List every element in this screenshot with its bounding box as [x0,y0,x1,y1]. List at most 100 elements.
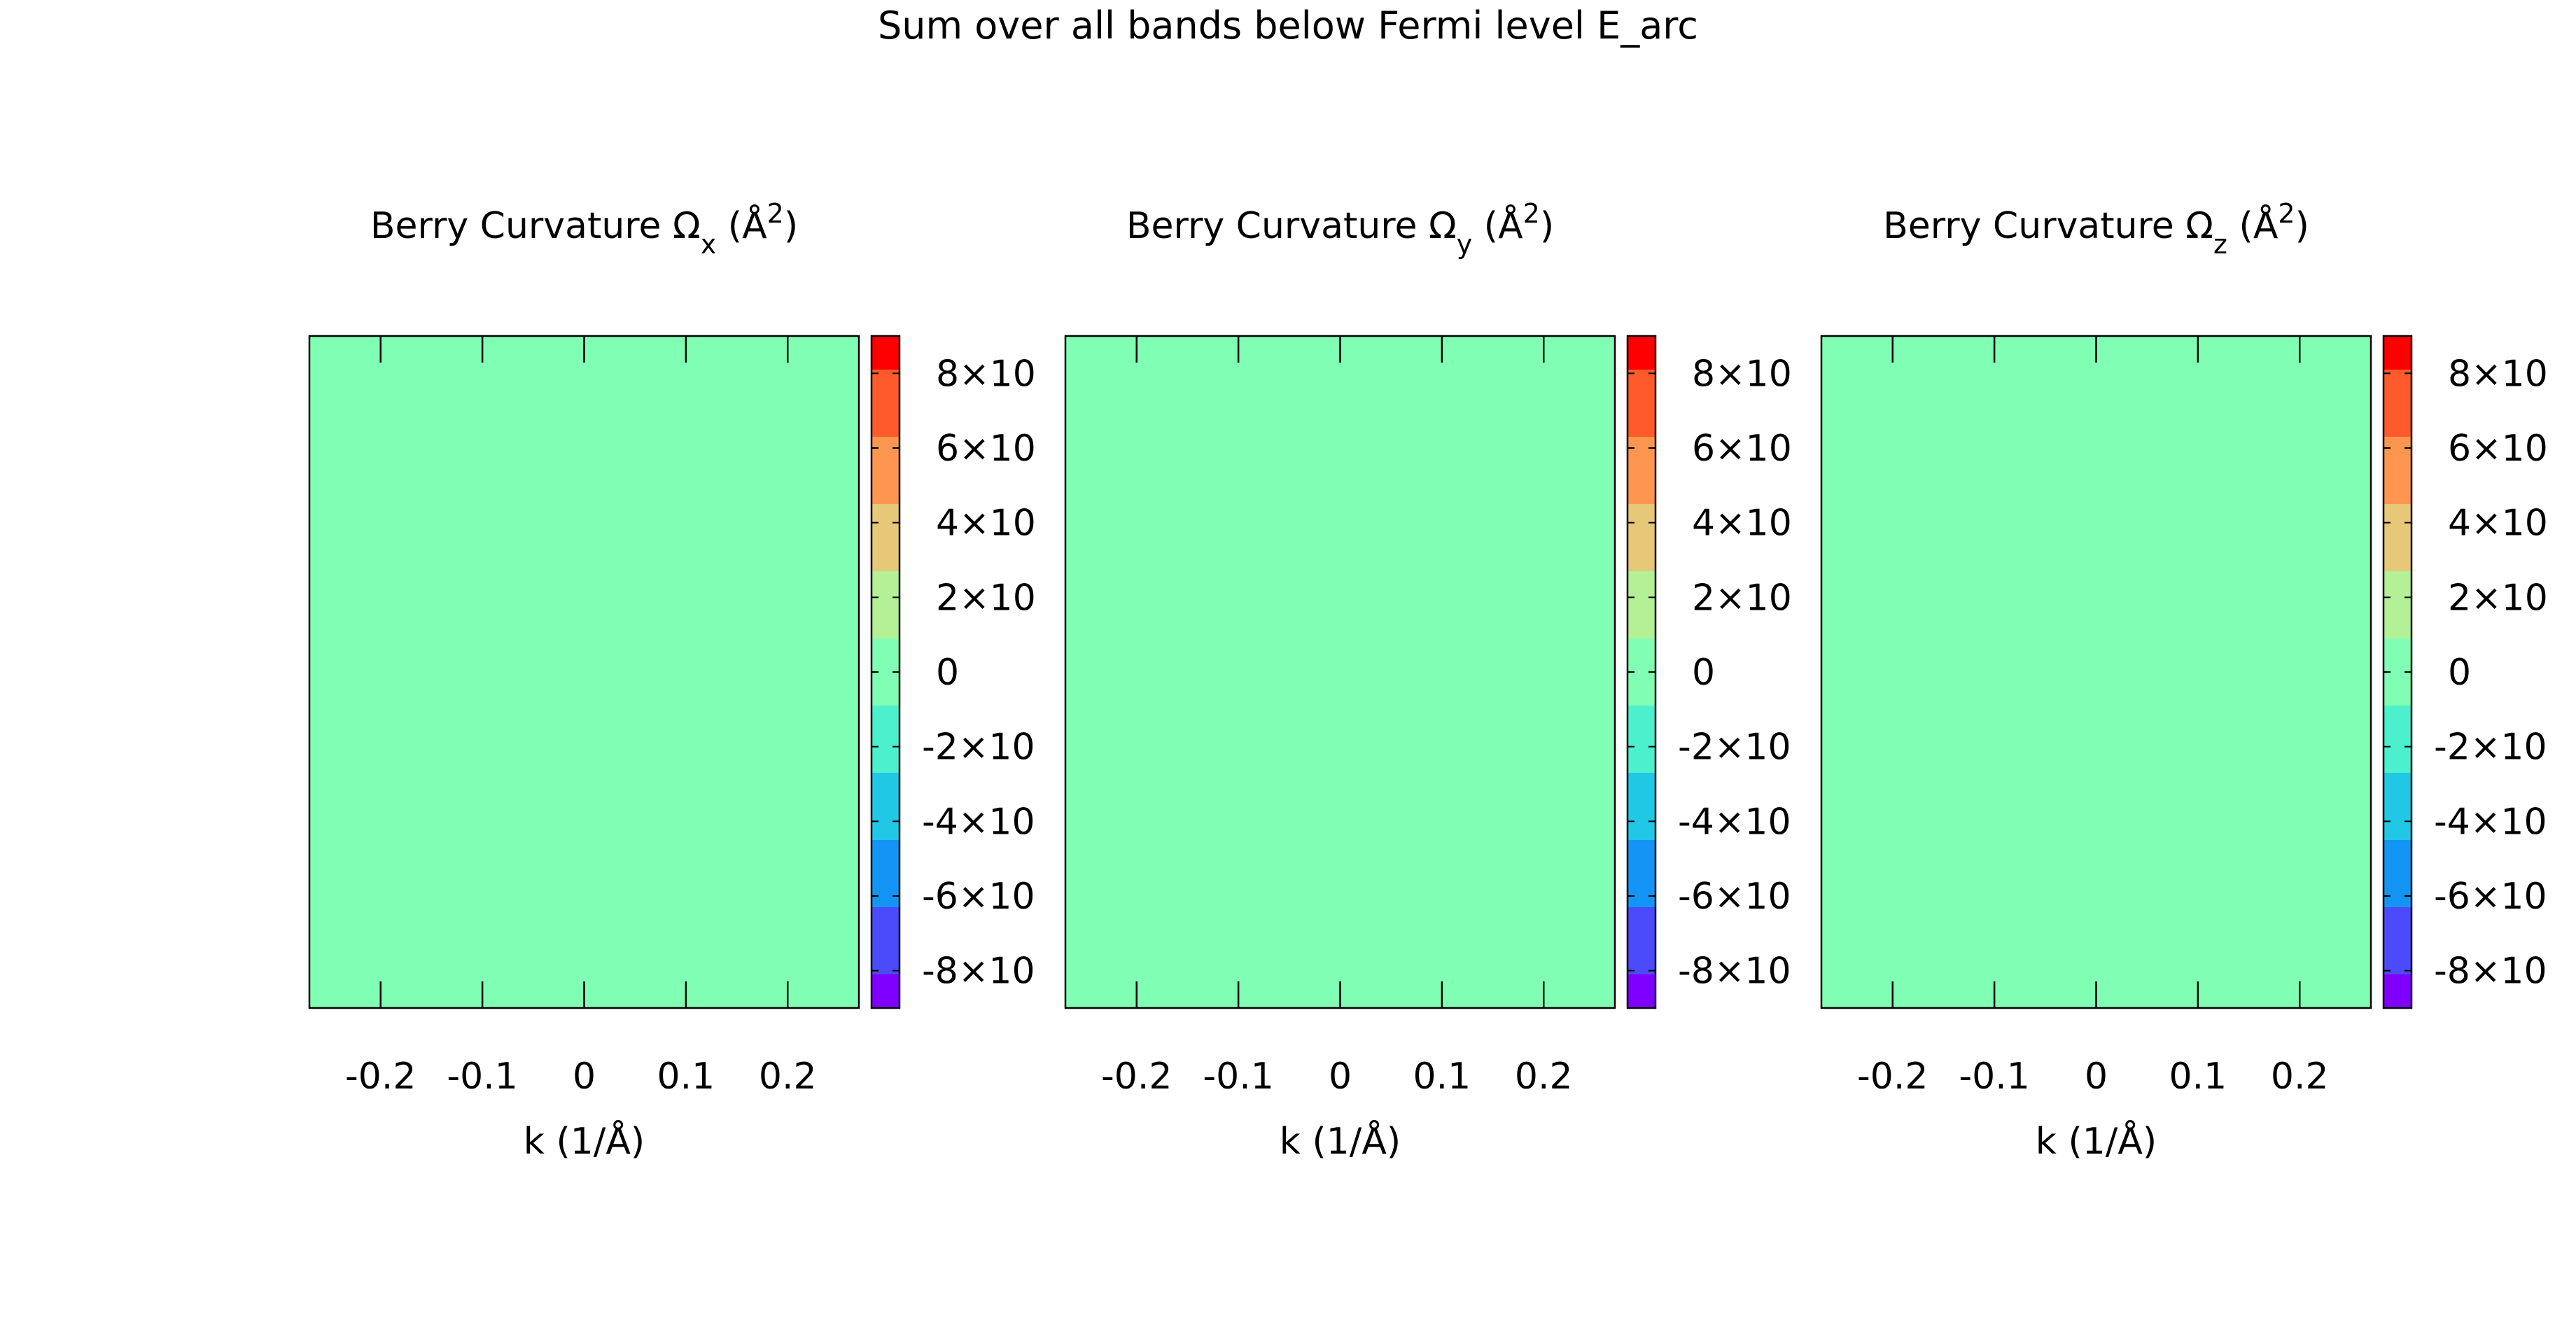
x-tick-label: -0.2 [1101,1056,1172,1098]
panel-title-sup: 2 [2278,198,2295,229]
colorbar-step [2384,470,2412,505]
panel-title-sup: 2 [767,198,784,229]
heatmap-field [309,336,859,1008]
colorbar-tick-label: -8×10 [2434,951,2547,993]
panel-title-sub: x [701,229,717,260]
colorbar-step [1628,840,1656,874]
colorbar-step [872,907,899,941]
colorbar-tick-label: -8×10 [1678,951,1791,993]
colorbar-step [872,538,899,572]
colorbar-step [2384,370,2412,404]
x-tick-label: 0.1 [2169,1056,2227,1098]
colorbar-tick-label: -6×10 [2434,876,2547,918]
colorbar-step [872,504,899,538]
colorbar-step [2384,974,2412,1009]
colorbar-step [872,974,899,1009]
colorbar-step [1628,504,1656,538]
colorbar-step [1628,605,1656,639]
colorbar-step [872,605,899,639]
panel-title-post: ) [784,205,798,247]
colorbar-tick-label: 2×10 [936,577,1036,619]
colorbar-tick-label: -4×10 [1678,801,1791,843]
colorbar-tick-label: -4×10 [2434,801,2547,843]
colorbar-step [1628,706,1656,740]
colorbar-step [2384,504,2412,538]
colorbar-step [872,571,899,606]
colorbar-step [872,437,899,471]
colorbar-step [1628,370,1656,404]
colorbar-step [1628,403,1656,438]
colorbar-tick-label: 6×10 [2448,428,2548,470]
x-tick-label: -0.2 [345,1056,416,1098]
x-tick-label: -0.1 [1959,1056,2029,1098]
colorbar-tick-label: 0 [2448,652,2471,694]
panel-title-sup: 2 [1523,198,1540,229]
colorbar-tick-label: 4×10 [2448,503,2548,545]
colorbar-step [2384,672,2412,706]
colorbar-tick-label: -6×10 [1678,876,1791,918]
panel-title-post: ) [1540,205,1554,247]
heatmap-field [1065,336,1615,1008]
colorbar-step [1628,773,1656,807]
colorbar-step [872,470,899,505]
colorbar-step [872,773,899,807]
colorbar-step [2384,907,2412,941]
colorbar-step [2384,638,2412,673]
colorbar-step [1628,571,1656,606]
colorbar-step [1628,739,1656,774]
x-tick-label: 0 [2085,1056,2108,1098]
heatmap-panels: Berry Curvature Ωx (Å2)-0.2 -0.1 0 0.1 0.2k … [308,198,2548,1163]
colorbar-step [872,874,899,908]
colorbar-tick-label: -8×10 [922,951,1035,993]
colorbar-step [2384,840,2412,874]
x-tick-label: 0.1 [1413,1056,1471,1098]
colorbar-step [872,336,899,370]
colorbar-step [2384,941,2412,975]
x-axis-label: k (1/Å) [2036,1119,2157,1163]
colorbar-step [872,672,899,706]
colorbar-step [2384,806,2412,841]
x-tick-label: 0 [573,1056,596,1098]
colorbar-tick-label: -2×10 [1678,727,1791,769]
colorbar-step [2384,706,2412,740]
colorbar-step [1628,806,1656,841]
panel-title-pre: (Å [716,204,767,247]
colorbar-tick-label: 8×10 [2448,353,2548,395]
colorbar-step [872,806,899,841]
colorbar-step [1628,907,1656,941]
x-tick-label: 0.2 [1515,1056,1573,1098]
panel-2: Berry Curvature Ωy (Å2) -0.2 -0.1 0 0.1 0.2 k … [1064,198,1792,1163]
colorbar-step [1628,437,1656,471]
x-tick-label: -0.2 [1857,1056,1928,1098]
colorbar-tick-label: 6×10 [936,428,1036,470]
colorbar-step [872,840,899,874]
colorbar-tick-label: 4×10 [936,503,1036,545]
x-tick-label: -0.1 [447,1056,517,1098]
colorbar-tick-label: -2×10 [2434,727,2547,769]
x-axis-label: k (1/Å) [1280,1119,1401,1163]
x-tick-label: -0.1 [1203,1056,1273,1098]
colorbar-tick-label: -4×10 [922,801,1035,843]
colorbar-step [1628,336,1656,370]
colorbar-step [1628,672,1656,706]
figure-title: Sum over all bands below Fermi level E_a… [878,4,1698,48]
colorbar-tick-label: 8×10 [1692,353,1792,395]
colorbar-step [2384,403,2412,438]
x-tick-label: 0.1 [657,1056,715,1098]
colorbar-step [872,638,899,673]
colorbar-step [1628,874,1656,908]
x-tick-label: 0.2 [2271,1056,2329,1098]
x-tick-label: 0 [1329,1056,1352,1098]
x-tick-label: 0.2 [759,1056,817,1098]
colorbar-step [872,403,899,438]
colorbar-step [2384,739,2412,774]
colorbar-step [872,941,899,975]
colorbar-step [2384,538,2412,572]
panel-title-sub: y [1457,229,1473,260]
colorbar-step [1628,538,1656,572]
colorbar-tick-label: 2×10 [2448,577,2548,619]
panel-title-post: ) [2295,205,2309,247]
colorbar-step [2384,773,2412,807]
panel-1: Berry Curvature Ωx (Å2) -0.2 -0.1 0 0.1 0.2 k … [308,198,1036,1163]
